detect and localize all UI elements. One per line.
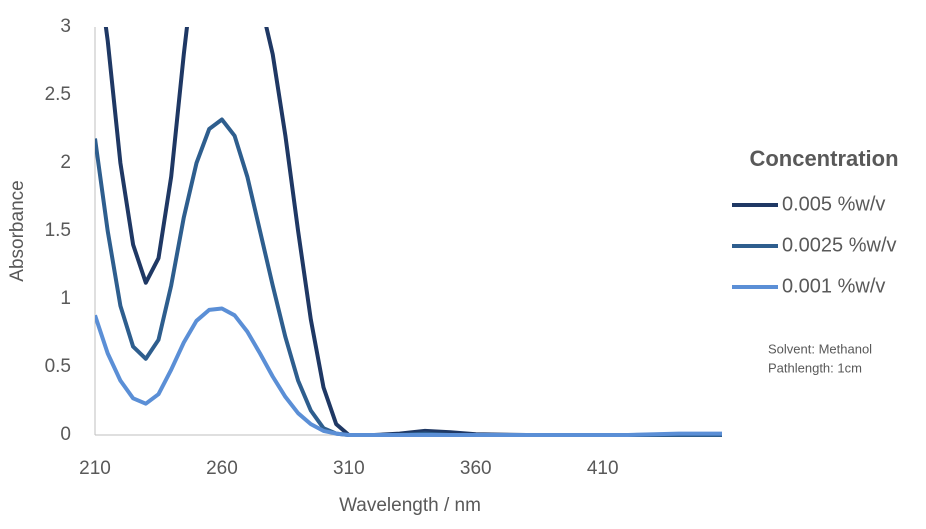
series-line	[95, 306, 722, 437]
legend-label: 0.001 %w/v	[782, 275, 885, 297]
x-axis-label: Wavelength / nm	[339, 495, 481, 516]
y-tick-label: 2.5	[45, 84, 71, 105]
annotation: Solvent: Methanol	[768, 341, 872, 356]
legend-label: 0.0025 %w/v	[782, 234, 897, 256]
y-tick-label: 1	[60, 288, 71, 309]
y-tick-label: 0.5	[45, 356, 71, 377]
y-axis-label: Absorbance	[7, 180, 28, 281]
legend-title: Concentration	[749, 146, 898, 171]
y-tick-label: 2	[60, 152, 71, 173]
plot-area	[95, 27, 722, 437]
x-tick-label: 410	[587, 458, 619, 479]
y-tick-label: 1.5	[45, 220, 71, 241]
legend-label: 0.005 %w/v	[782, 193, 885, 215]
annotation: Pathlength: 1cm	[768, 360, 862, 375]
series-line	[103, 27, 722, 437]
x-tick-label: 260	[206, 458, 238, 479]
x-tick-label: 360	[460, 458, 492, 479]
y-tick-label: 3	[60, 16, 71, 37]
x-tick-label: 310	[333, 458, 365, 479]
x-tick-label: 210	[79, 458, 111, 479]
y-tick-label: 0	[60, 424, 71, 445]
series-line	[95, 117, 722, 437]
